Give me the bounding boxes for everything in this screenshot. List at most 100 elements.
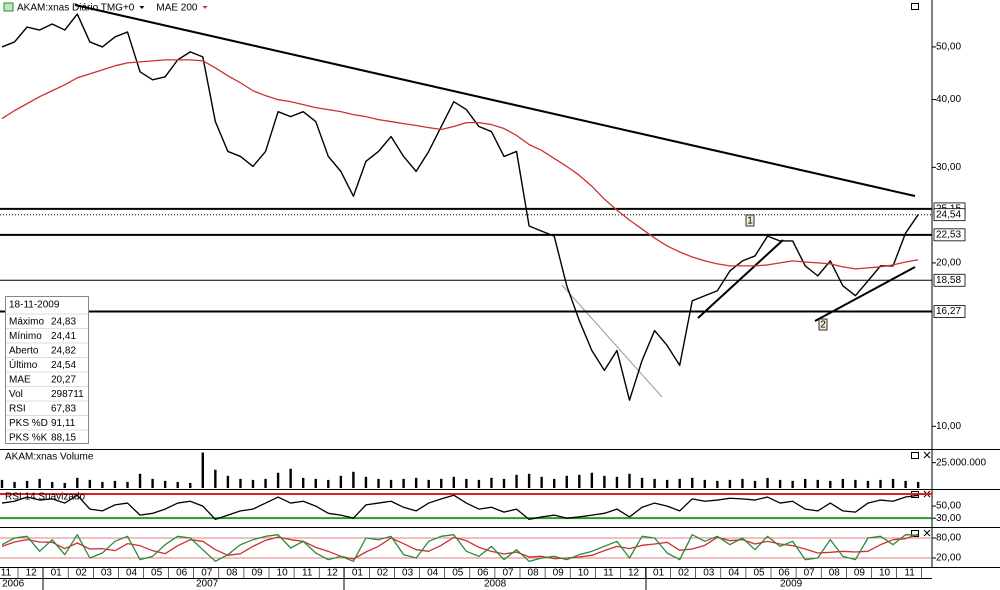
legend-label: MAE 200 [156, 3, 198, 14]
bar [515, 474, 518, 488]
maximize-button[interactable] [911, 452, 919, 459]
x-tick-label: 01 [51, 568, 63, 579]
bar [891, 478, 895, 488]
marker-box [745, 214, 755, 227]
maximize-button[interactable] [911, 3, 919, 10]
x-tick-label: 02 [678, 568, 690, 579]
level-label: 16,27 [936, 306, 961, 317]
info-row-label: Último [9, 358, 38, 371]
bar [665, 479, 669, 488]
bar [0, 479, 4, 488]
info-row-value: 24,82 [51, 346, 76, 357]
bar [678, 478, 681, 488]
bar [151, 478, 154, 488]
x-tick-label: 07 [502, 568, 514, 579]
bar [440, 478, 443, 488]
bar [264, 478, 267, 488]
bar [465, 478, 468, 488]
x-tick-label: 08 [528, 568, 540, 579]
bar [214, 469, 217, 488]
info-row-value: 24,54 [51, 360, 76, 371]
panel: 10,0020,0030,0040,0050,0025,1524,5422,53… [0, 13, 966, 432]
bar [38, 478, 41, 488]
x-tick-label: 12 [26, 568, 38, 579]
series-line [1, 59, 919, 270]
x-tick-label: 09 [251, 568, 263, 579]
bar [176, 481, 179, 488]
bar [377, 478, 380, 488]
close-button[interactable] [923, 529, 931, 537]
x-tick-label: 03 [402, 568, 414, 579]
panel: 25.000.000 AKAM:xnas Volume [0, 452, 986, 488]
legend-icon [3, 2, 14, 12]
x-tick-label: 10 [578, 568, 590, 579]
bar [339, 475, 343, 488]
bar [402, 478, 405, 488]
bar [753, 480, 757, 488]
maximize-button[interactable] [911, 530, 919, 537]
bar [841, 478, 845, 488]
bar [13, 481, 16, 488]
y-tick-label: 50,00 [936, 42, 961, 53]
bar [691, 477, 694, 488]
x-tick-label: 08 [829, 568, 841, 579]
x-tick-label: 02 [377, 568, 389, 579]
x-tick-label: 04 [427, 568, 439, 579]
y-tick-label: 20,00 [936, 258, 961, 269]
bar [603, 475, 606, 488]
bar [239, 478, 242, 488]
x-tick-label: 07 [201, 568, 213, 579]
bar [590, 472, 594, 488]
bar [477, 479, 481, 488]
info-row-label: Aberto [9, 346, 39, 357]
y-tick-label: 10,00 [936, 421, 961, 432]
year-label: 2006 [2, 579, 25, 590]
bar [640, 477, 644, 488]
info-row-label: Mínimo [9, 331, 42, 342]
info-box [5, 296, 89, 444]
close-button[interactable] [923, 451, 931, 459]
series-line [1, 494, 919, 521]
legend-dropdown [202, 6, 208, 9]
level-label-box [933, 208, 966, 222]
bar [289, 468, 292, 488]
level-label-box [933, 273, 966, 287]
info-row-label: Máximo [9, 317, 44, 328]
bar [916, 481, 920, 488]
bar [302, 477, 305, 488]
info-row-label: PKS %K [9, 433, 48, 444]
time-axis: 2006 2007 2008 2009 [0, 568, 932, 590]
year-label: 2007 [196, 579, 219, 590]
x-tick-label: 09 [854, 568, 866, 579]
x-tick-label: 11 [302, 568, 313, 579]
bar [628, 473, 631, 488]
bar [201, 452, 204, 488]
bar [101, 481, 104, 488]
bar [565, 475, 568, 488]
y-tick-label: 25.000.000 [936, 457, 986, 468]
bar [427, 479, 430, 488]
bar [854, 479, 857, 488]
trendlines [74, 4, 916, 398]
y-tick-label: 80,00 [936, 533, 961, 544]
x-tick-label: 05 [753, 568, 765, 579]
panel: 80,00 20,00 [0, 533, 961, 564]
bar [615, 476, 619, 488]
x-tick-label: 12 [628, 568, 640, 579]
x-tick-label: 06 [779, 568, 791, 579]
x-tick-label: 05 [151, 568, 163, 579]
marker-label: 1 [747, 216, 753, 227]
bar [63, 482, 66, 488]
bar [163, 480, 167, 488]
info-row-value: 24,41 [51, 331, 76, 342]
legend-dropdown [139, 6, 145, 9]
bar [226, 475, 230, 488]
bar [327, 479, 330, 488]
series-line [1, 533, 919, 560]
bar [251, 479, 255, 488]
bar [25, 480, 29, 488]
bar [578, 474, 581, 488]
y-tick-label: 20,00 [936, 553, 961, 564]
trendline [74, 4, 916, 197]
info-row-label: MAE [9, 375, 31, 386]
